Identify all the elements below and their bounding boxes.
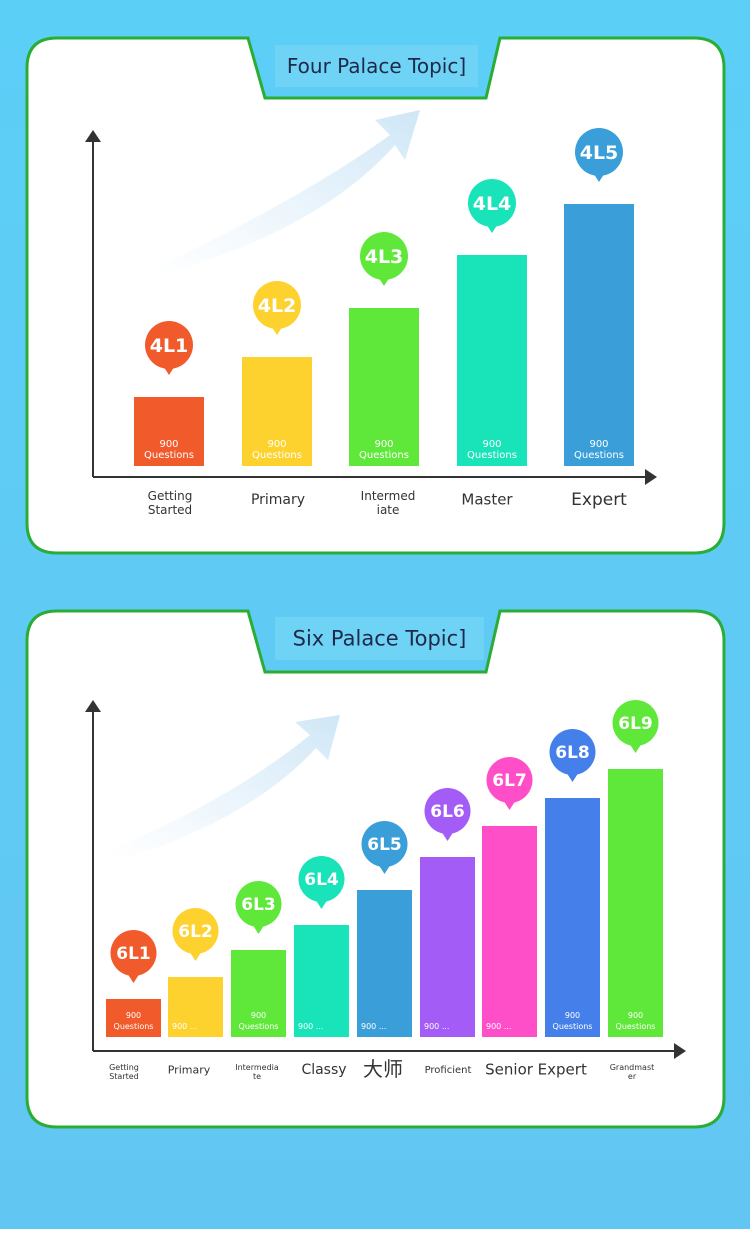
category-label: Started — [109, 1072, 139, 1081]
bar-text: 900 ... — [172, 1022, 197, 1031]
badge-label: 6L8 — [555, 743, 590, 763]
bar — [106, 999, 161, 1037]
category-label: 大师 — [363, 1057, 403, 1081]
badge — [360, 232, 408, 280]
badge-label: 6L1 — [116, 944, 151, 964]
bar-text: 900 — [482, 439, 501, 450]
bar-text: Questions — [239, 1022, 279, 1031]
panel: Four Palace Topic]900Questions4L1900Ques… — [25, 36, 726, 555]
badge — [172, 908, 219, 954]
category-label: te — [253, 1072, 261, 1081]
badge — [298, 856, 345, 902]
badge-label: 4L5 — [580, 142, 619, 164]
y-arrow — [85, 130, 101, 142]
category-label: Expert — [571, 490, 627, 510]
category-label: Grandmast — [610, 1063, 655, 1072]
bar-text: 900 — [374, 439, 393, 450]
bar-text: 900 ... — [486, 1022, 511, 1031]
badge — [612, 700, 659, 746]
bar-text: 900 — [251, 1011, 266, 1020]
bar — [168, 977, 223, 1037]
title-box — [275, 617, 484, 660]
x-arrow — [674, 1043, 686, 1059]
bar-text: 900 — [159, 439, 178, 450]
bar — [242, 357, 312, 466]
badge — [468, 179, 516, 227]
bar — [357, 890, 412, 1037]
badge-label: 4L4 — [473, 193, 512, 215]
bar — [482, 826, 537, 1037]
category-label: Getting — [148, 489, 193, 503]
panel-title: Four Palace Topic] — [287, 54, 466, 78]
swoosh — [150, 110, 420, 275]
badge-label: 4L1 — [150, 335, 189, 357]
badge-label: 6L6 — [430, 802, 465, 822]
bar-text: Questions — [553, 1022, 593, 1031]
badge-label: 6L2 — [178, 922, 213, 942]
category-label: Master — [461, 491, 513, 509]
bar-text: Questions — [574, 450, 624, 461]
category-label: Primary — [251, 492, 305, 508]
badge — [361, 821, 408, 867]
badge-label: 6L9 — [618, 714, 653, 734]
bar — [545, 798, 600, 1037]
x-arrow — [645, 469, 657, 485]
badge — [549, 729, 596, 775]
bar — [457, 255, 527, 466]
title-box — [275, 45, 478, 87]
bar — [420, 857, 475, 1037]
bar — [608, 769, 663, 1037]
bar-text: Questions — [252, 450, 302, 461]
swoosh — [110, 715, 340, 860]
bar — [134, 397, 204, 466]
bar-text: Questions — [144, 450, 194, 461]
category-label: Classy — [301, 1062, 346, 1078]
bar-text: Questions — [114, 1022, 154, 1031]
badge — [575, 128, 623, 176]
badge — [253, 281, 301, 329]
category-label: Proficient — [425, 1065, 472, 1076]
bar-text: 900 — [565, 1011, 580, 1020]
category-label: er — [628, 1072, 637, 1081]
category-label: Getting — [109, 1063, 139, 1072]
category-label: Senior Expert — [485, 1061, 587, 1079]
badge — [424, 788, 471, 834]
bar-text: Questions — [467, 450, 517, 461]
category-label: Intermed — [361, 489, 416, 503]
bar — [564, 204, 634, 466]
bar-text: 900 — [589, 439, 608, 450]
bar — [231, 950, 286, 1037]
y-arrow — [85, 700, 101, 712]
bar-text: 900 ... — [298, 1022, 323, 1031]
bar-text: 900 — [267, 439, 286, 450]
badge-label: 6L7 — [492, 771, 527, 791]
category-label: Started — [148, 503, 192, 517]
badge — [145, 321, 193, 369]
bar-text: 900 ... — [361, 1022, 386, 1031]
bar — [349, 308, 419, 466]
badge — [235, 881, 282, 927]
badge — [486, 757, 533, 803]
bar-text: 900 — [628, 1011, 643, 1020]
panel-title: Six Palace Topic] — [293, 627, 467, 651]
category-label: Intermedia — [235, 1063, 279, 1072]
category-label: iate — [377, 503, 400, 517]
category-label: Primary — [168, 1063, 211, 1076]
bar-text: 900 — [126, 1011, 141, 1020]
badge-label: 6L3 — [241, 895, 276, 915]
badge-label: 6L4 — [304, 870, 339, 890]
bar — [294, 925, 349, 1037]
badge-label: 4L3 — [365, 246, 404, 268]
badge-label: 6L5 — [367, 835, 402, 855]
badge-label: 4L2 — [258, 295, 297, 317]
bar-text: Questions — [359, 450, 409, 461]
badge — [110, 930, 157, 976]
panel: Six Palace Topic] 900 Questions 6L1 900 ... 6… — [25, 609, 726, 1129]
bar-text: 900 ... — [424, 1022, 449, 1031]
bar-text: Questions — [616, 1022, 656, 1031]
